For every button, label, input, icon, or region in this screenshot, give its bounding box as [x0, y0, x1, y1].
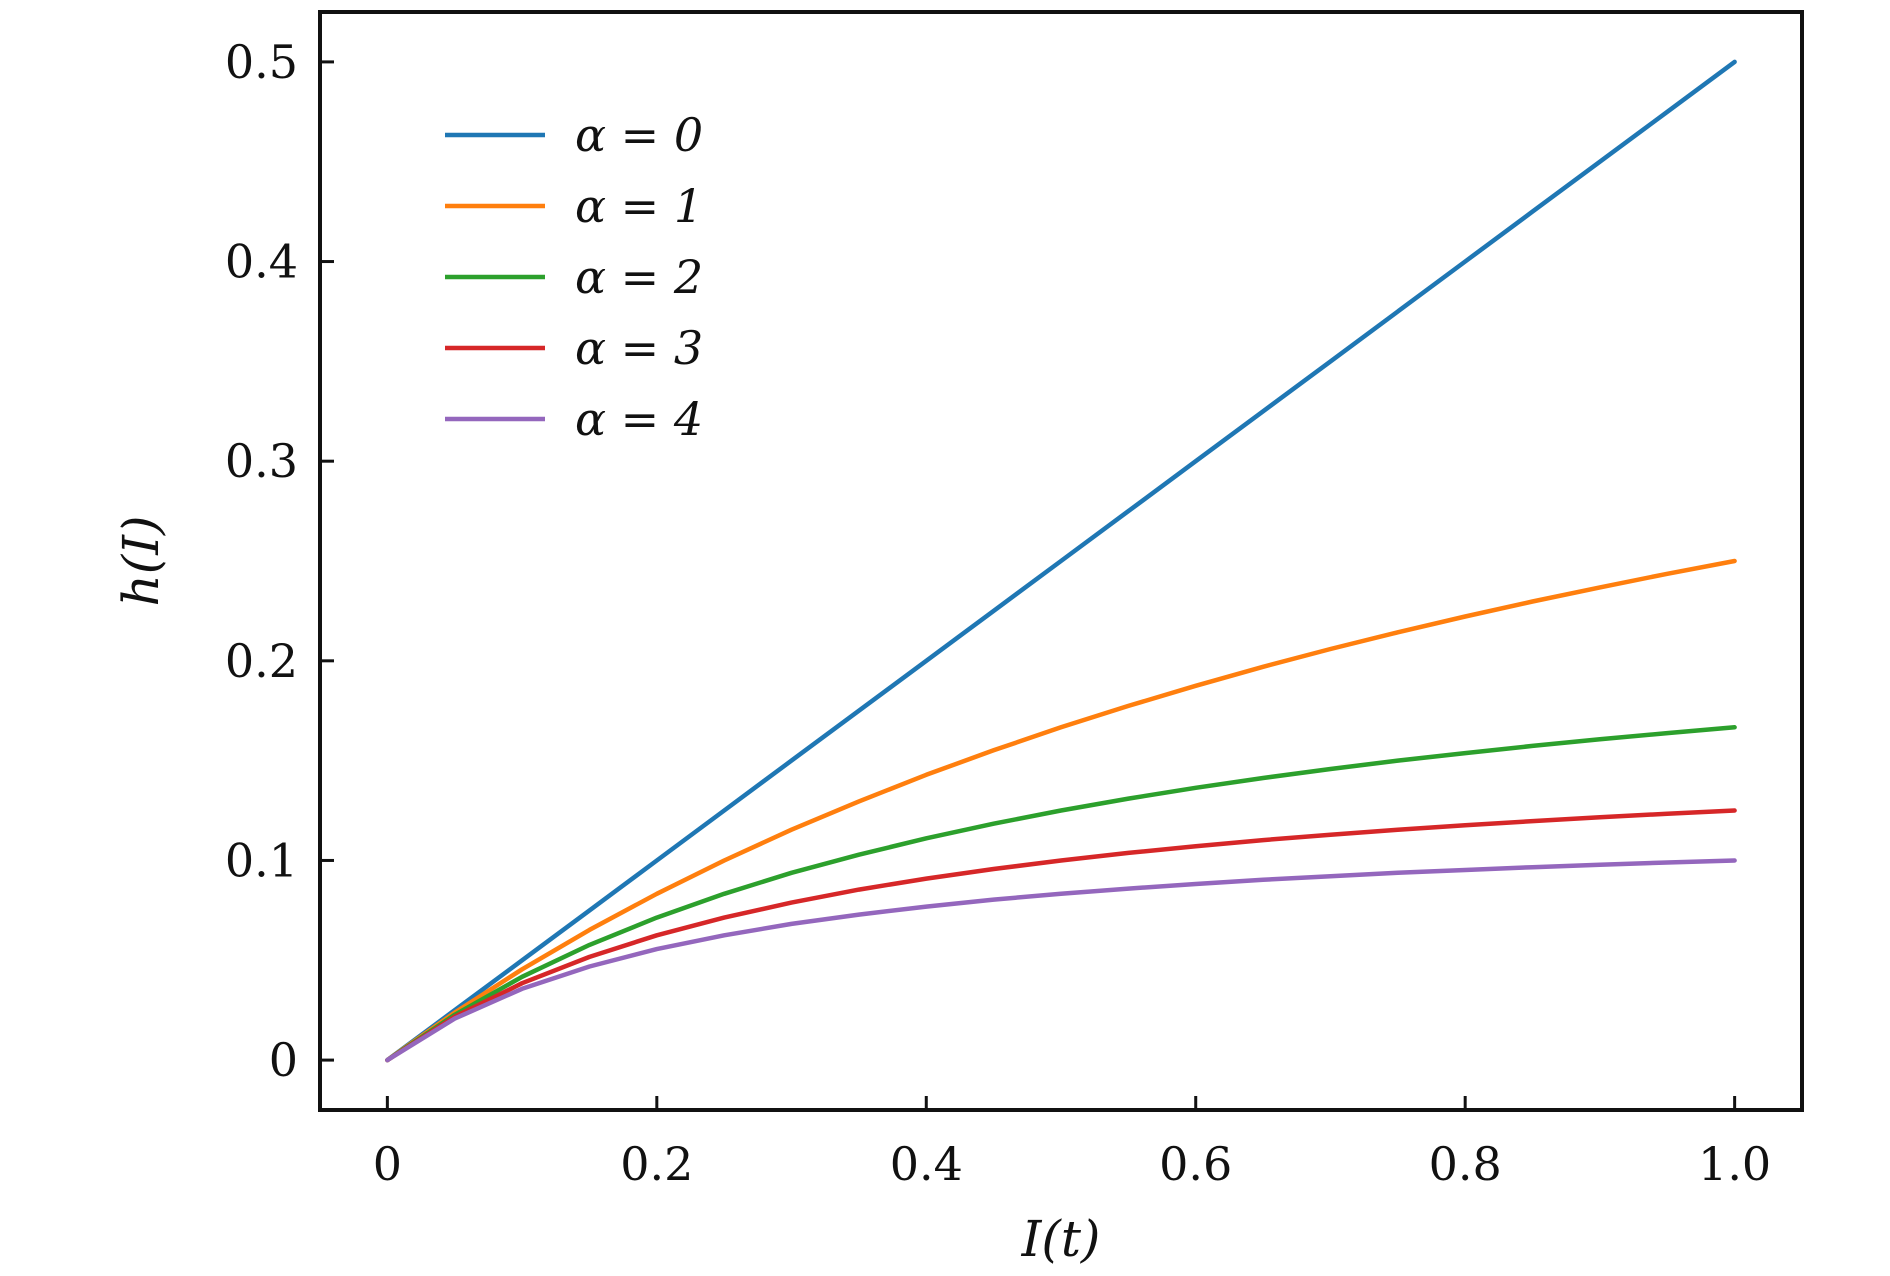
- y-tick-label: 0.1: [225, 833, 298, 887]
- series-lines: [385, 59, 1737, 1063]
- legend-label-0: α = 0: [575, 108, 703, 162]
- x-axis-title: I(t): [1021, 1210, 1101, 1268]
- series-line-4: [385, 858, 1737, 1063]
- x-tick-label: 0.2: [620, 1137, 693, 1191]
- legend: α = 0 α = 1 α = 2 α = 3 α = 4: [445, 108, 703, 446]
- legend-label-1: α = 1: [575, 179, 703, 233]
- series-line-2: [385, 725, 1737, 1063]
- y-tick-label: 0.2: [225, 634, 298, 688]
- series-line-3: [385, 808, 1737, 1063]
- x-axis-ticks: 0 0.2 0.4 0.6 0.8 1.0: [373, 1096, 1771, 1191]
- x-tick-label: 0.8: [1429, 1137, 1502, 1191]
- plot-frame: [318, 10, 1804, 1112]
- y-axis-ticks: 0 0.1 0.2 0.3 0.4 0.5: [225, 35, 334, 1087]
- legend-label-4: α = 4: [575, 392, 703, 446]
- legend-label-2: α = 2: [575, 250, 703, 304]
- y-tick-label: 0: [269, 1033, 298, 1087]
- y-tick-label: 0.5: [225, 35, 298, 89]
- series-line-0: [385, 59, 1737, 1063]
- x-tick-label: 0: [373, 1137, 402, 1191]
- series-line-1: [385, 558, 1737, 1063]
- x-tick-label: 0.6: [1159, 1137, 1232, 1191]
- y-tick-label: 0.3: [225, 434, 298, 488]
- x-tick-label: 1.0: [1698, 1137, 1771, 1191]
- y-tick-label: 0.4: [225, 235, 298, 289]
- y-axis-title: h(I): [112, 516, 170, 607]
- legend-label-3: α = 3: [575, 321, 703, 375]
- x-tick-label: 0.4: [890, 1137, 963, 1191]
